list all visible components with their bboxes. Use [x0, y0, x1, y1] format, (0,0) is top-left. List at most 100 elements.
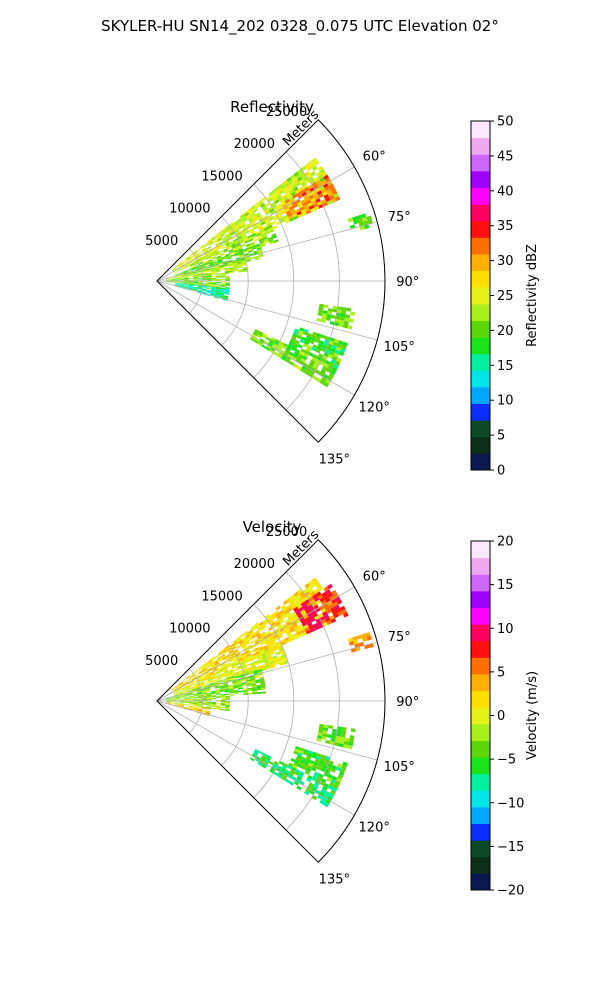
echo-cell	[188, 692, 193, 695]
echo-cell	[321, 316, 327, 320]
echo-cell	[240, 675, 246, 679]
echo-cell	[238, 687, 243, 690]
echo-cell	[219, 685, 224, 688]
echo-cell	[320, 767, 327, 773]
echo-cell	[309, 369, 315, 375]
echo-cell	[265, 221, 271, 226]
echo-cell	[184, 281, 189, 283]
echo-cell	[254, 257, 260, 261]
echo-cell	[179, 697, 185, 699]
echo-cell	[248, 671, 254, 675]
echo-cell	[295, 208, 301, 214]
echo-cell	[269, 613, 276, 618]
echo-cell	[325, 597, 331, 603]
echo-cell	[188, 695, 194, 698]
echo-cell	[321, 764, 328, 770]
echo-cell	[234, 230, 240, 235]
echo-cell	[204, 265, 210, 268]
colorbar-swatch	[471, 403, 490, 421]
echo-cell	[219, 252, 225, 256]
echo-cell	[239, 674, 245, 678]
echo-cell	[175, 283, 180, 285]
echo-cell	[210, 690, 216, 693]
echo-cell	[303, 362, 309, 368]
echo-cell	[257, 645, 263, 650]
echo-cell	[328, 603, 335, 609]
echo-cell	[309, 607, 315, 613]
echo-cell	[230, 232, 236, 237]
echo-cell	[179, 704, 185, 706]
echo-cell	[216, 696, 221, 698]
echo-cell	[230, 675, 236, 679]
echo-cell	[329, 351, 335, 356]
echo-cell	[187, 678, 192, 682]
echo-cell	[220, 289, 225, 292]
echo-cell	[170, 698, 176, 700]
echo-cell	[202, 274, 207, 276]
echo-cell	[277, 645, 283, 650]
echo-cell	[326, 346, 332, 352]
echo-cell	[223, 238, 229, 243]
echo-cell	[263, 340, 269, 345]
echo-cell	[220, 283, 226, 285]
echo-cell	[335, 766, 342, 772]
echo-cell	[279, 639, 286, 644]
echo-cell	[184, 279, 189, 281]
echo-cell	[225, 286, 230, 289]
echo-cell	[257, 762, 263, 767]
echo-cell	[220, 702, 226, 704]
echo-cell	[188, 275, 194, 278]
echo-cell	[240, 222, 245, 227]
echo-cell	[279, 199, 285, 204]
echo-cell	[280, 630, 286, 635]
echo-cell	[327, 784, 334, 791]
echo-cell	[234, 661, 240, 665]
echo-cell	[287, 186, 294, 192]
echo-cell	[233, 266, 239, 269]
echo-cell	[207, 698, 212, 700]
echo-cell	[280, 184, 287, 190]
echo-cell	[215, 688, 220, 691]
colorbar-swatch	[471, 723, 490, 741]
echo-cell	[265, 650, 271, 655]
echo-cell	[339, 319, 345, 325]
echo-cell	[238, 639, 243, 644]
echo-cell	[317, 794, 323, 800]
echo-cell	[228, 263, 233, 266]
echo-cell	[229, 694, 235, 696]
colorbar-swatch	[471, 790, 490, 808]
echo-cell	[180, 264, 185, 267]
colorbar-swatch	[471, 121, 490, 139]
echo-cell	[210, 267, 215, 270]
echo-cell	[231, 244, 237, 248]
echo-cell	[179, 683, 185, 687]
echo-cell	[198, 701, 203, 703]
echo-cell	[220, 708, 225, 711]
echo-cell	[299, 327, 305, 332]
echo-cell	[197, 679, 203, 682]
echo-cell	[197, 706, 203, 708]
echo-cell	[218, 295, 224, 298]
echo-cell	[229, 268, 234, 271]
echo-cell	[211, 704, 217, 707]
echo-cell	[319, 597, 326, 603]
echo-cell	[264, 648, 270, 653]
echo-cell	[245, 243, 251, 247]
echo-cell	[304, 616, 310, 622]
echo-cell	[246, 682, 252, 686]
echo-cell	[184, 702, 189, 704]
echo-cell	[222, 665, 227, 670]
echo-cell	[192, 250, 198, 254]
echo-cell	[320, 788, 327, 794]
echo-cell	[258, 672, 264, 676]
echo-cell	[211, 283, 217, 286]
echo-cell	[200, 245, 205, 249]
echo-cell	[193, 703, 198, 705]
echo-cell	[300, 181, 307, 187]
echo-cell	[314, 205, 320, 211]
echo-cell	[317, 174, 324, 180]
echo-cell	[257, 215, 263, 220]
echo-cell	[330, 790, 336, 796]
colorbar-tick-label: 30	[497, 254, 514, 269]
echo-cell	[307, 184, 314, 190]
